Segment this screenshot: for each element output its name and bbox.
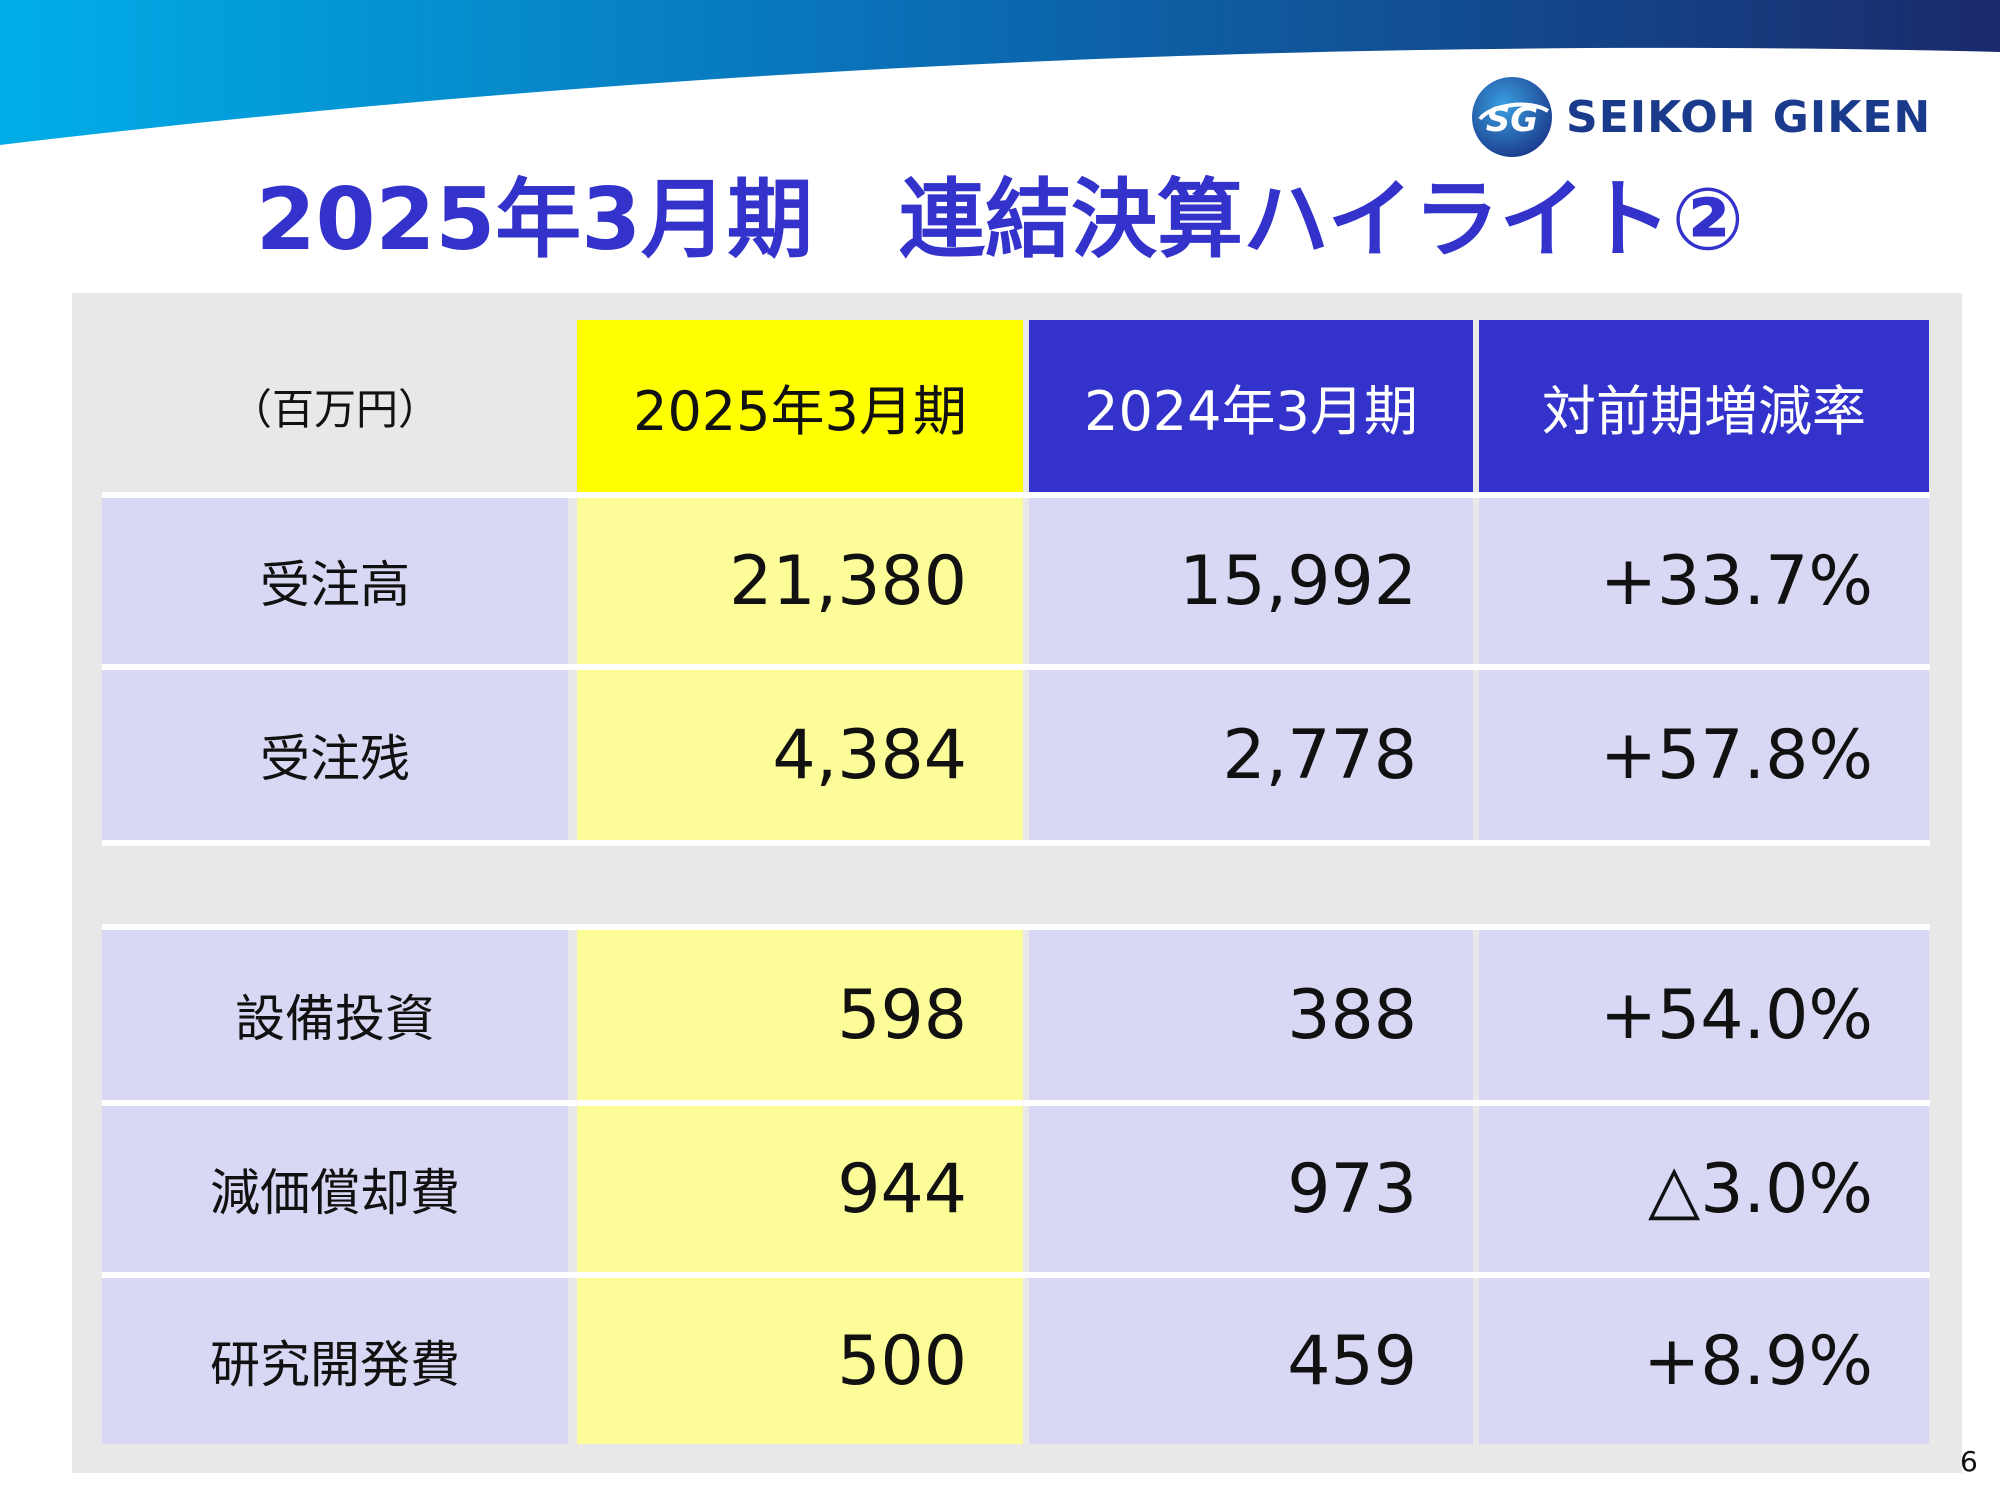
brand-logo-mark-text: SG — [1486, 100, 1538, 140]
order-backlog-fy2025: 4,384 — [577, 670, 1023, 840]
page-title: 2025年3月期 連結決算ハイライト② — [255, 170, 1745, 270]
rnd-expenses-fy2025: 500 — [577, 1278, 1023, 1444]
depreciation-change: △3.0% — [1479, 1106, 1929, 1272]
header-yoy-change: 対前期増減率 — [1479, 320, 1929, 492]
order-backlog-fy2024: 2,778 — [1029, 670, 1473, 840]
brand-logo: SG SEIKOH GIKEN — [1470, 72, 1931, 162]
capex-fy2024: 388 — [1029, 930, 1473, 1100]
header-fy2025: 2025年3月期 — [577, 320, 1023, 492]
unit-label: （百万円） — [102, 320, 568, 492]
header-fy2024: 2024年3月期 — [1029, 320, 1473, 492]
row-separator — [102, 664, 1930, 670]
row-separator — [102, 924, 1930, 930]
row-separator — [102, 1272, 1930, 1278]
row-label-rnd-expenses: 研究開発費 — [102, 1278, 568, 1444]
capex-change: +54.0% — [1479, 930, 1929, 1100]
brand-logo-mark-icon: SG — [1472, 77, 1552, 157]
order-backlog-change: +57.8% — [1479, 670, 1929, 840]
row-separator — [102, 840, 1930, 846]
depreciation-fy2024: 973 — [1029, 1106, 1473, 1272]
orders-received-change: +33.7% — [1479, 498, 1929, 664]
orders-received-fy2025: 21,380 — [577, 498, 1023, 664]
rnd-expenses-fy2024: 459 — [1029, 1278, 1473, 1444]
orders-received-fy2024: 15,992 — [1029, 498, 1473, 664]
capex-fy2025: 598 — [577, 930, 1023, 1100]
depreciation-fy2025: 944 — [577, 1106, 1023, 1272]
row-label-capex: 設備投資 — [102, 930, 568, 1100]
row-label-depreciation: 減価償却費 — [102, 1106, 568, 1272]
row-label-order-backlog: 受注残 — [102, 670, 568, 840]
row-separator — [102, 492, 1930, 498]
brand-name: SEIKOH GIKEN — [1566, 91, 1932, 143]
page-number: 6 — [1960, 1445, 1978, 1478]
rnd-expenses-change: +8.9% — [1479, 1278, 1929, 1444]
top-banner — [0, 0, 2000, 145]
row-separator — [102, 1100, 1930, 1106]
row-label-orders-received: 受注高 — [102, 498, 568, 664]
